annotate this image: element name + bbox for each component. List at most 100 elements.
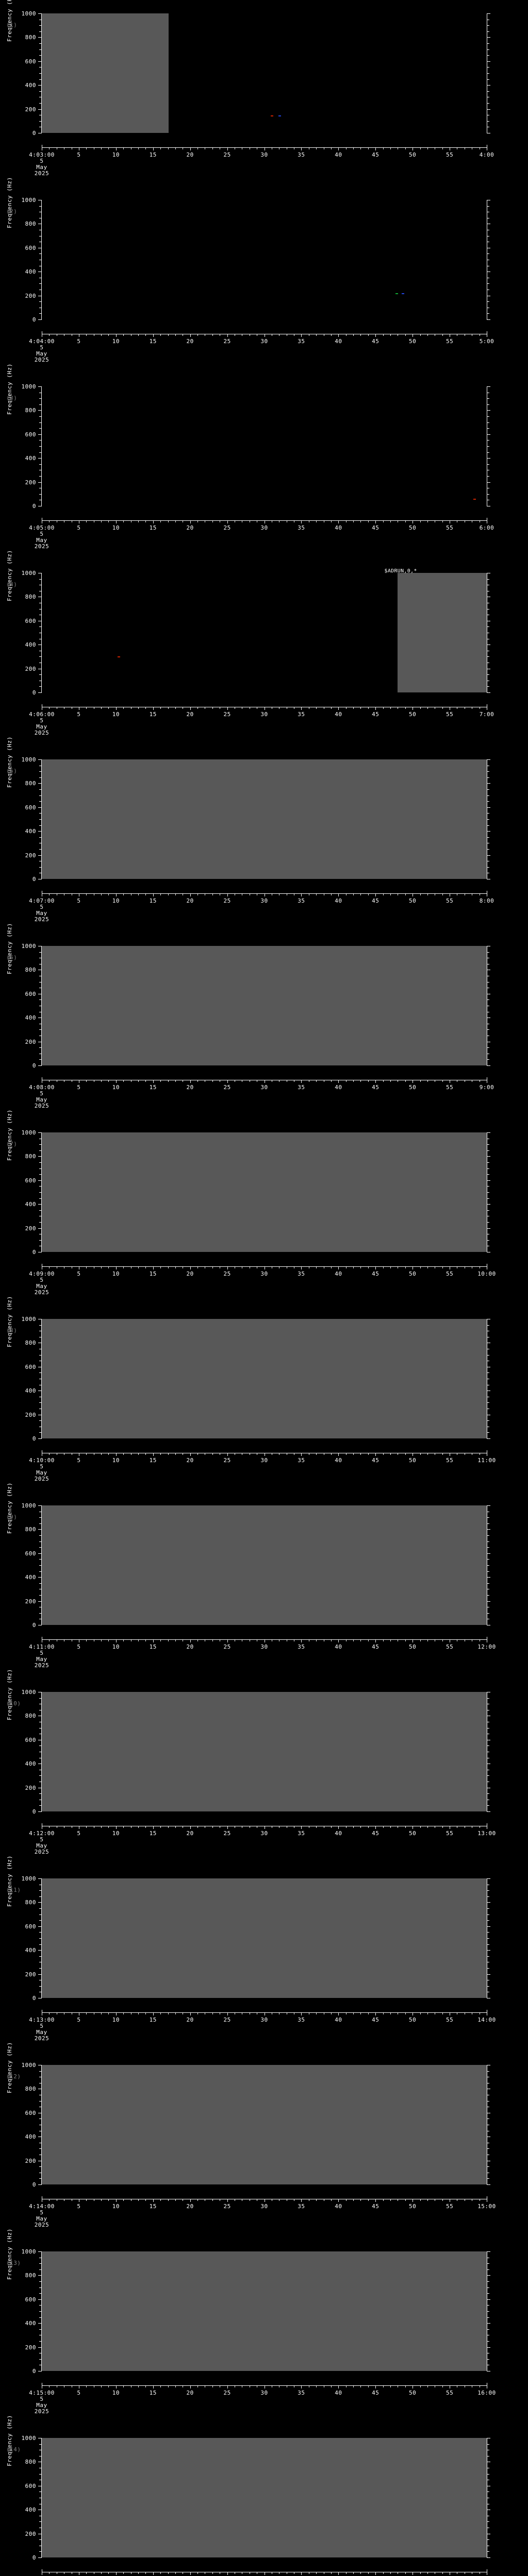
plot-area[interactable] xyxy=(42,1878,487,1998)
x-axis-tick-label: 45 xyxy=(372,1457,380,1464)
x-axis-minor-tick xyxy=(353,148,354,149)
y-axis-minor-tick-right xyxy=(487,1613,489,1614)
x-axis-tick-label: 20 xyxy=(186,1270,194,1277)
x-axis-major-tick xyxy=(116,148,117,150)
y-axis-major-tick-right xyxy=(487,1577,490,1578)
plot-area[interactable] xyxy=(42,1505,487,1625)
x-axis-minor-tick xyxy=(145,894,146,895)
y-axis-minor-tick-right xyxy=(487,121,489,122)
x-axis-minor-tick xyxy=(145,1267,146,1268)
x-axis-minor-tick xyxy=(316,2572,317,2574)
x-axis-minor-tick xyxy=(138,894,139,895)
x-axis-minor-tick xyxy=(86,894,87,895)
y-axis-minor-tick xyxy=(39,1908,41,1909)
y-axis-major-tick xyxy=(38,109,41,110)
x-axis-tick-label: 25 xyxy=(223,1457,231,1464)
plot-area[interactable] xyxy=(42,946,487,1065)
y-axis-minor-tick-right xyxy=(487,1890,489,1891)
x-axis-minor-tick xyxy=(331,1640,332,1641)
y-axis-major-tick xyxy=(38,759,41,760)
y-axis-minor-tick-right xyxy=(487,1325,489,1326)
x-axis-tick-label: 35 xyxy=(298,1643,305,1650)
x-axis-major-tick xyxy=(227,2199,228,2202)
y-axis-tick-label: 0 xyxy=(32,2368,36,2375)
x-axis-minor-tick xyxy=(160,2386,161,2387)
x-axis-tick-label: 35 xyxy=(298,1270,305,1277)
plot-area[interactable] xyxy=(42,1132,487,1252)
y-axis-minor-tick-right xyxy=(487,2269,489,2270)
plot-area[interactable] xyxy=(42,1692,487,1811)
x-axis-minor-tick xyxy=(427,2013,428,2014)
x-axis-major-tick xyxy=(412,894,414,896)
x-axis-minor-tick xyxy=(390,1080,391,1082)
x-axis-minor-tick xyxy=(383,334,384,336)
date-line-label: May xyxy=(36,1283,47,1290)
y-axis-tick-label: 400 xyxy=(25,1014,36,1022)
y-axis-major-tick xyxy=(38,1180,41,1181)
x-axis-minor-tick xyxy=(145,334,146,336)
x-axis-tick-label: 45 xyxy=(372,2203,380,2210)
x-axis-tick-label: 45 xyxy=(372,897,380,904)
y-axis-major-tick xyxy=(38,434,41,435)
plot-area[interactable] xyxy=(42,200,487,319)
x-axis-minor-tick xyxy=(49,1267,50,1268)
y-axis-minor-tick xyxy=(39,2539,41,2540)
date-line-label: 5 xyxy=(40,904,44,910)
x-axis-minor-tick xyxy=(420,894,421,895)
spectrogram-data-region xyxy=(42,759,487,879)
y-axis-minor-tick xyxy=(39,2281,41,2282)
x-axis-minor-tick xyxy=(368,1080,369,1082)
date-line-label: 5 xyxy=(40,1836,44,1843)
plot-area[interactable] xyxy=(42,2251,487,2371)
plot-area[interactable] xyxy=(42,13,487,133)
x-axis-tick-label: 35 xyxy=(298,2389,305,2396)
y-axis-minor-tick xyxy=(39,867,41,868)
y-axis-minor-tick xyxy=(39,1920,41,1921)
y-axis-title: Frequency (Hz) xyxy=(6,923,13,974)
x-axis-minor-tick xyxy=(101,2572,102,2574)
x-axis-end-time-label: 9:00 xyxy=(479,1084,494,1091)
y-axis-minor-tick xyxy=(39,579,41,580)
plot-area[interactable] xyxy=(42,759,487,879)
y-axis-minor-tick-right xyxy=(487,1793,489,1794)
x-axis-minor-tick xyxy=(123,521,124,522)
y-axis-minor-tick xyxy=(39,1402,41,1403)
y-axis-minor-tick-right xyxy=(487,1541,489,1542)
y-axis-tick-label: 200 xyxy=(25,1038,36,1045)
y-axis-tick-label: 0 xyxy=(32,316,36,323)
start-time-label: 4:10:00 xyxy=(29,1457,55,1464)
y-axis-major-tick xyxy=(38,2557,41,2558)
x-axis-minor-tick xyxy=(360,1453,361,1455)
y-axis-minor-tick xyxy=(39,55,41,56)
x-axis-major-tick xyxy=(190,1453,191,1456)
x-axis-tick-label: 30 xyxy=(260,524,268,531)
plot-area[interactable] xyxy=(42,2438,487,2557)
y-axis-minor-tick xyxy=(39,1168,41,1169)
y-axis-minor-tick-right xyxy=(487,1914,489,1915)
date-line-label: May xyxy=(36,1842,47,1849)
y-axis-tick-label: 400 xyxy=(25,1947,36,1954)
x-axis-minor-tick xyxy=(138,148,139,149)
y-axis-minor-tick-right xyxy=(487,1968,489,1969)
x-axis-tick-label: 20 xyxy=(186,1830,194,1837)
plot-area[interactable] xyxy=(42,386,487,506)
y-axis-minor-tick xyxy=(39,2317,41,2318)
plot-area[interactable] xyxy=(42,2065,487,2184)
plot-area[interactable] xyxy=(42,1319,487,1438)
y-axis-minor-tick-right xyxy=(487,404,489,405)
x-axis-major-tick xyxy=(116,2572,117,2575)
y-axis-tick-label: 400 xyxy=(25,268,36,276)
x-axis-tick-label: 55 xyxy=(446,2016,454,2023)
x-axis-minor-tick xyxy=(360,2386,361,2387)
x-axis-minor-tick xyxy=(420,2013,421,2014)
x-axis-minor-tick xyxy=(86,1080,87,1082)
y-axis-major-tick xyxy=(38,1950,41,1951)
plot-area[interactable] xyxy=(42,573,487,692)
x-axis-minor-tick xyxy=(405,1267,406,1268)
x-axis-minor-tick xyxy=(108,1453,109,1455)
x-axis-major-tick xyxy=(153,2013,154,2015)
y-axis-major-tick xyxy=(38,1156,41,1157)
x-axis-minor-tick xyxy=(353,521,354,522)
x-axis-tick-label: 5 xyxy=(77,1643,81,1650)
y-axis-minor-tick xyxy=(39,43,41,44)
